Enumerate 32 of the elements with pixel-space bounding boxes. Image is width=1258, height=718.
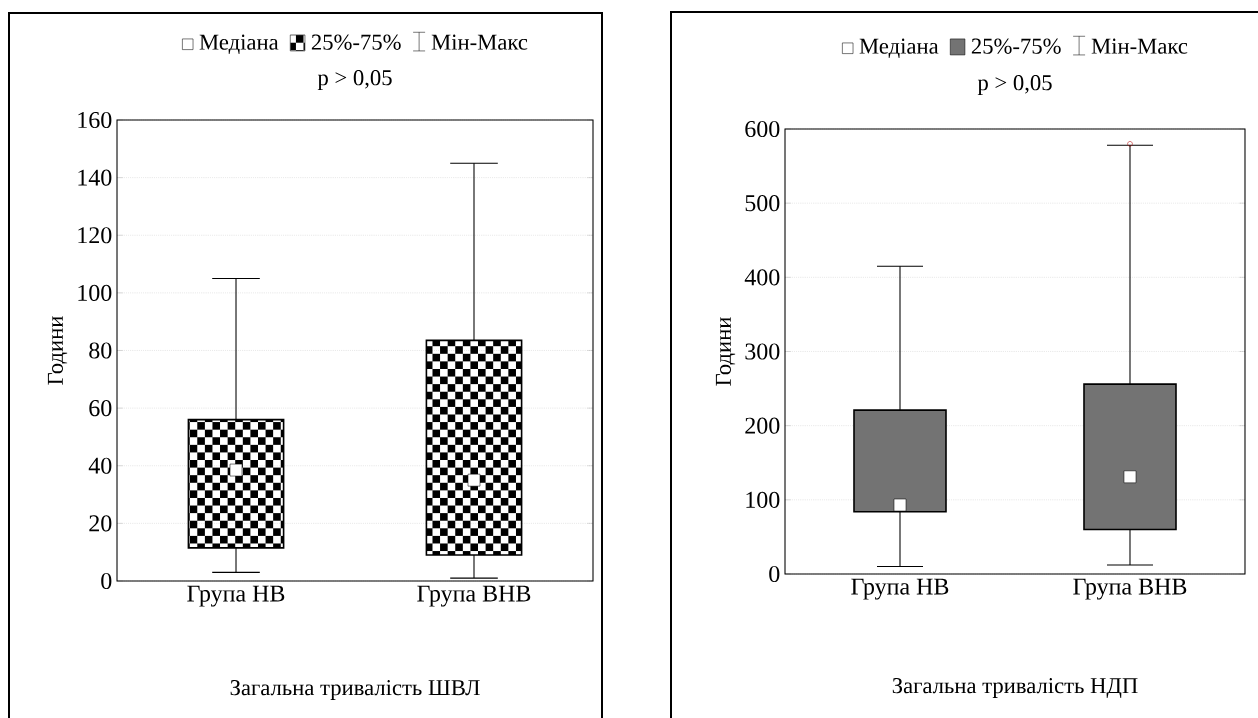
y-tick-label: 60 bbox=[89, 400, 112, 417]
y-tick-label: 500 bbox=[745, 195, 780, 212]
text: Мін-Макс bbox=[431, 34, 528, 50]
y-tick-label: 160 bbox=[78, 111, 112, 129]
y-tick-label: 80 bbox=[89, 342, 112, 359]
y-tick-label: 600 bbox=[745, 120, 780, 138]
y-tick-label: 100 bbox=[746, 491, 780, 508]
y-axis-title: Години bbox=[715, 317, 736, 386]
y-tick-label: 0 bbox=[769, 565, 780, 583]
text: p > 0,05 bbox=[317, 70, 392, 90]
y-axis-title: Години bbox=[47, 316, 68, 385]
text: Мін-Макс bbox=[1091, 38, 1188, 54]
x-tick-label: Група НВ bbox=[851, 578, 949, 600]
y-tick-label: 200 bbox=[745, 417, 780, 434]
text: Медіана bbox=[199, 34, 279, 54]
y-tick-label: 400 bbox=[744, 269, 780, 286]
text: Медіана bbox=[859, 38, 939, 58]
y-tick-label: 40 bbox=[88, 457, 112, 474]
text: 25%-75% bbox=[971, 38, 1061, 54]
x-tick-label: Група ВНВ bbox=[417, 585, 531, 607]
y-tick-label: 140 bbox=[78, 169, 112, 186]
x-tick-label: Група ВНВ bbox=[1073, 578, 1187, 600]
text: 25%-75% bbox=[311, 34, 401, 50]
text: p > 0,05 bbox=[977, 75, 1052, 95]
y-tick-label: 100 bbox=[78, 284, 112, 301]
y-tick-label: 0 bbox=[101, 572, 112, 590]
y-tick-label: 120 bbox=[78, 227, 112, 244]
y-tick-label: 20 bbox=[89, 515, 112, 532]
y-tick-label: 300 bbox=[745, 343, 780, 360]
x-axis-title: Загальна тривалість НДП bbox=[892, 678, 1138, 698]
x-tick-label: Група НВ bbox=[187, 585, 285, 607]
x-axis-title: Загальна тривалість ШВЛ bbox=[230, 680, 480, 700]
